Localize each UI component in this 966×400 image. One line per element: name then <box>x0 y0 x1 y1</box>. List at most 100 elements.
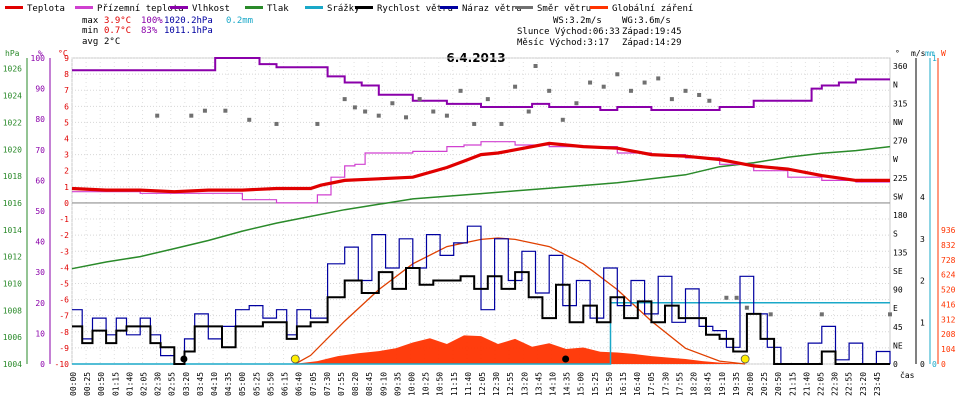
axis-x-tick: 02:30 <box>154 372 163 396</box>
axis-x-tick: 05:50 <box>266 372 275 396</box>
axis-x-tick: 18:45 <box>704 372 713 396</box>
axis-x-tick: 07:30 <box>323 372 332 396</box>
wind-direction-point <box>574 101 579 106</box>
axis-direction-tick: E <box>893 304 898 313</box>
pressure-line <box>71 145 891 270</box>
axis-radiation-unit: W <box>941 49 946 58</box>
sun-marker <box>290 354 300 364</box>
stat-temp: 2°C <box>104 37 120 47</box>
axis-direction-tick: 180 <box>893 211 908 220</box>
axis-temp-tick: 2 <box>64 167 69 176</box>
axis-hpa-tick: 1020 <box>3 145 22 154</box>
stat-temp: 0.7°C <box>104 26 131 36</box>
axis-temp-tick: -10 <box>55 360 70 369</box>
axis-x-tick: 03:45 <box>196 372 205 396</box>
wind-direction-point <box>656 76 661 81</box>
info-sun-rise: Slunce Východ:06:33 <box>517 27 620 37</box>
legend-label: Srážky <box>327 4 360 14</box>
axis-direction-tick: W <box>893 155 898 164</box>
axis-radiation-tick: 104 <box>941 345 956 354</box>
axis-radiation-tick: 416 <box>941 300 956 309</box>
axis-x-tick: 08:20 <box>351 372 360 396</box>
axis-x-tick: 05:00 <box>238 372 247 396</box>
axis-x-tick: 06:40 <box>295 372 304 396</box>
axis-hpa-unit: hPa <box>5 49 20 58</box>
legend-swatch <box>5 6 23 9</box>
axis-hpa-tick: 1016 <box>3 199 22 208</box>
moon-marker <box>180 355 188 363</box>
wind-direction-point <box>431 109 436 114</box>
axis-hpa-tick: 1008 <box>3 306 22 315</box>
axis-direction-tick: S <box>893 230 898 239</box>
axis-x-tick: 10:50 <box>436 372 445 396</box>
sun-marker <box>740 354 750 364</box>
axis-percent-tick: 30 <box>35 268 45 277</box>
axis-temp-tick: -1 <box>59 215 69 224</box>
axis-hpa-tick: 1006 <box>3 333 22 342</box>
legend-label: Vlhkost <box>192 4 230 14</box>
axis-radiation-tick: 728 <box>941 256 956 265</box>
axis-direction-tick: SE <box>893 267 903 276</box>
axis-x-tick: 22:30 <box>831 372 840 396</box>
legend-label: Tlak <box>267 4 289 14</box>
stat-temp: 3.9°C <box>104 16 131 26</box>
axis-x-tick: 05:25 <box>252 372 261 396</box>
axis-x-tick: 15:25 <box>591 372 600 396</box>
legend-label: Přízemní teplota <box>97 4 184 14</box>
wind-direction-point <box>513 84 518 89</box>
axis-hpa-tick: 1022 <box>3 118 22 127</box>
axis-rain-unit: mm <box>925 49 935 58</box>
axis-x-tick: 23:45 <box>873 372 882 396</box>
wind-direction-point <box>404 115 409 120</box>
axis-x-tick: 00:50 <box>97 372 106 396</box>
axis-x-tick: 02:05 <box>140 372 149 396</box>
axis-temp-tick: -8 <box>59 328 69 337</box>
legend-swatch <box>305 6 323 9</box>
axis-rain-tick: 0 <box>932 360 937 369</box>
axis-hpa-tick: 1014 <box>3 226 22 235</box>
axis-x-tick: 15:00 <box>577 372 586 396</box>
legend-swatch <box>515 6 533 9</box>
axis-hpa-tick: 1018 <box>3 172 22 181</box>
wind-direction-point <box>499 121 504 126</box>
wind-direction-point <box>485 97 490 102</box>
axis-temp-tick: -9 <box>59 344 69 353</box>
stat-label: min <box>82 26 98 36</box>
wind-direction-point <box>642 80 647 85</box>
axis-direction-unit: ° <box>895 49 900 58</box>
axis-temp-tick: -3 <box>59 247 69 256</box>
axis-x-tick: 06:15 <box>281 372 290 396</box>
wind-direction-point <box>363 109 368 114</box>
axis-temp-tick: 0 <box>64 199 69 208</box>
stat-rain: 0.2mm <box>226 16 253 26</box>
temperature-line <box>71 141 890 194</box>
axis-x-tick: 07:05 <box>309 372 318 396</box>
axis-x-tick: 21:15 <box>788 372 797 396</box>
legend-swatch <box>440 6 458 9</box>
axis-x-tick: 14:10 <box>549 372 558 396</box>
wind-direction-point <box>155 113 160 118</box>
stat-pressure: 1011.1hPa <box>164 26 213 36</box>
wind-direction-point <box>768 312 773 317</box>
axis-temp-tick: 6 <box>64 102 69 111</box>
axis-x-tick: 18:20 <box>690 372 699 396</box>
axis-x-tick: 00:25 <box>83 372 92 396</box>
wind-direction-point <box>724 295 729 300</box>
axis-hpa-tick: 1024 <box>3 92 22 101</box>
axes: hPa1026102410221020101810161014101210101… <box>3 49 956 396</box>
axis-x-label: čas <box>900 370 915 380</box>
axis-temp-tick: 5 <box>64 118 69 127</box>
legend-label: Rychlost větru <box>377 4 453 14</box>
wind-direction-point <box>683 88 688 93</box>
axis-x-tick: 22:55 <box>845 372 854 396</box>
axis-percent-tick: 60 <box>35 176 45 185</box>
axis-x-tick: 12:55 <box>506 372 515 396</box>
stat-pressure: 1020.2hPa <box>164 16 213 26</box>
axis-x-tick: 12:30 <box>492 372 501 396</box>
axis-x-tick: 16:15 <box>619 372 628 396</box>
wind-direction-point <box>526 109 531 114</box>
axis-x-tick: 04:10 <box>210 372 219 396</box>
axis-percent-tick: 80 <box>35 115 45 124</box>
axis-temp-tick: 3 <box>64 151 69 160</box>
